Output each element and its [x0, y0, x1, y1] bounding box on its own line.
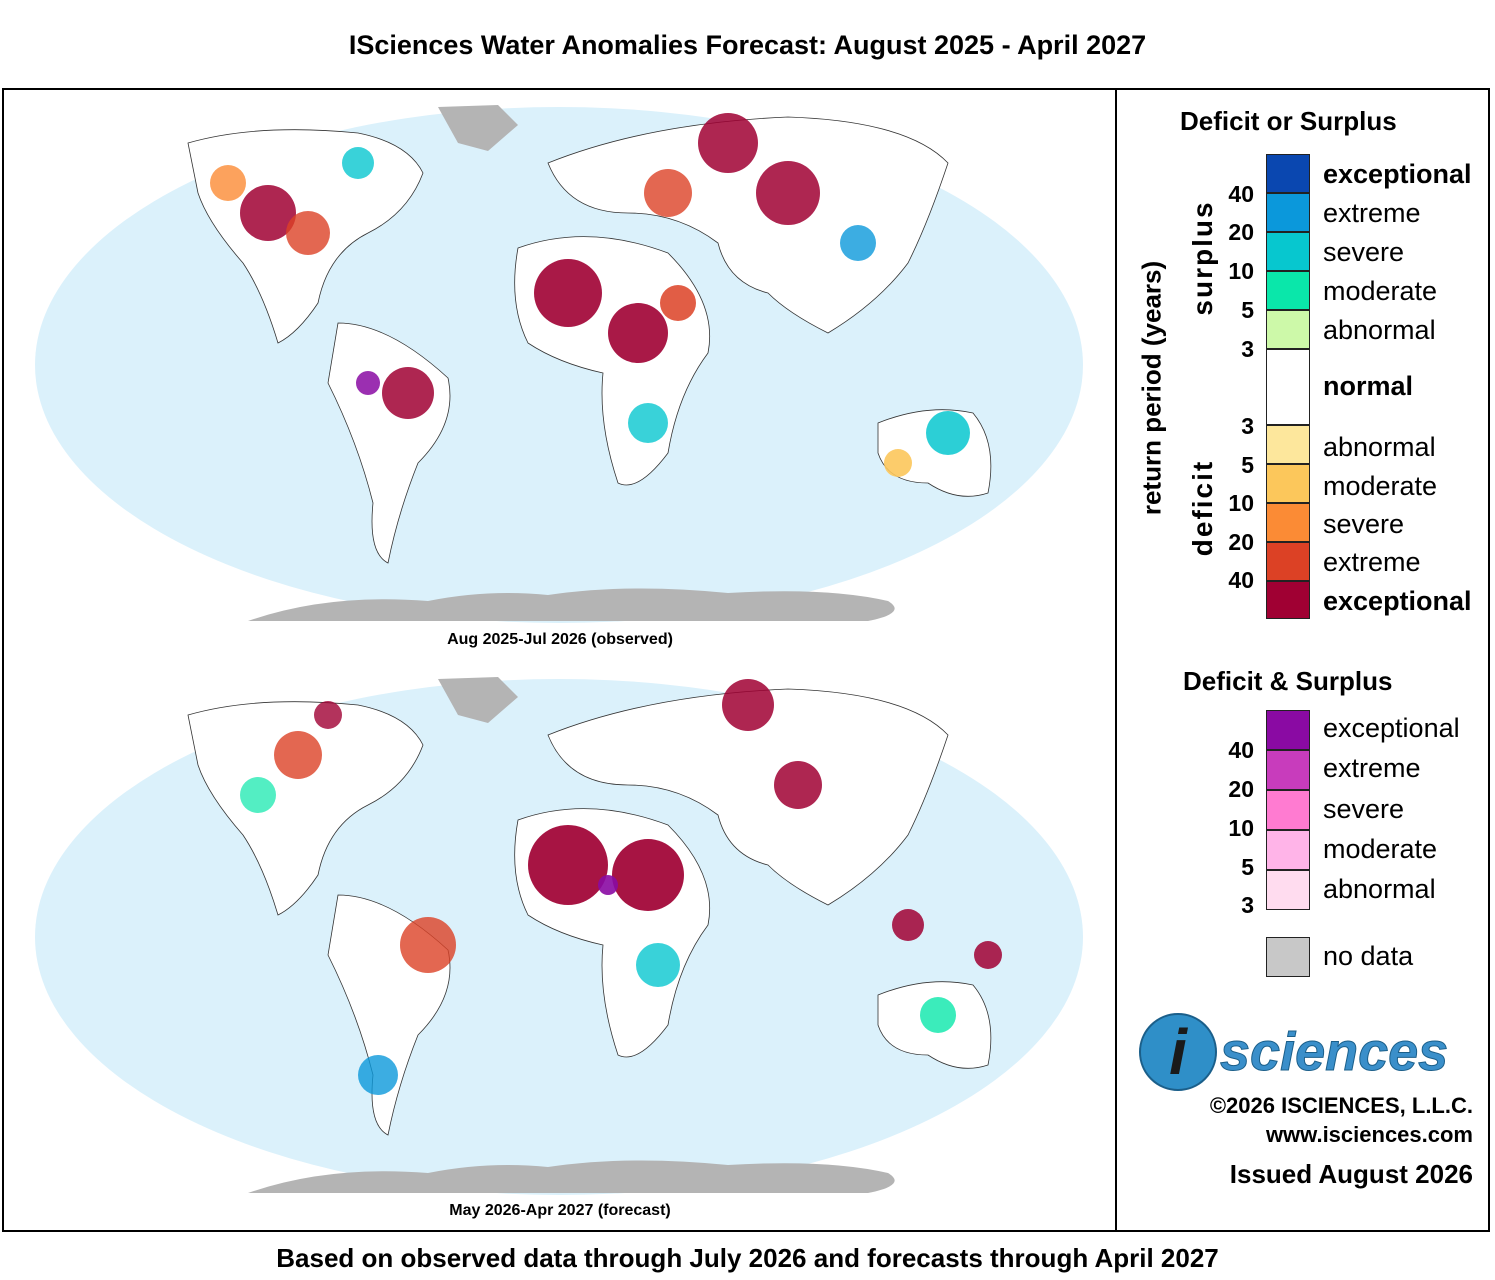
map-observed [35, 105, 1083, 623]
anomaly-patches [210, 113, 970, 477]
swatch-surplus-moderate [1266, 271, 1310, 310]
swatch-normal [1266, 349, 1310, 425]
swatch-deficit-extreme [1266, 542, 1310, 581]
tick-both-5: 5 [1241, 854, 1254, 880]
footer-note: Based on observed data through July 2026… [276, 1243, 1219, 1273]
axis-label-surplus: surplus [1187, 200, 1218, 316]
tick-deficit-5: 5 [1241, 452, 1254, 478]
label-normal: normal [1323, 371, 1414, 401]
axis-title-return-period: return period (years) [1136, 260, 1167, 516]
label-deficit-severe: severe [1323, 509, 1405, 539]
swatch-both-moderate [1266, 830, 1310, 870]
label-both-extreme: extreme [1323, 753, 1421, 783]
legend-title-deficit-or-surplus: Deficit or Surplus [1180, 106, 1397, 136]
tick-surplus-5: 5 [1241, 297, 1254, 323]
tick-surplus-10: 10 [1228, 258, 1254, 284]
swatch-both-abnormal [1266, 870, 1310, 910]
website: www.isciences.com [1265, 1122, 1473, 1147]
label-both-moderate: moderate [1323, 834, 1438, 864]
label-no-data: no data [1323, 941, 1414, 971]
swatch-deficit-exceptional [1266, 581, 1310, 619]
swatch-surplus-severe [1266, 232, 1310, 271]
legend-title-deficit-and-surplus: Deficit & Surplus [1183, 666, 1393, 696]
swatch-both-severe [1266, 790, 1310, 830]
swatch-no-data [1266, 937, 1310, 977]
issued-date: Issued August 2026 [1229, 1159, 1473, 1189]
greenland [438, 105, 518, 151]
logo-text: sciences [1220, 1022, 1448, 1082]
label-surplus-moderate: moderate [1323, 276, 1438, 306]
swatch-surplus-extreme [1266, 193, 1310, 232]
panel-divider [1115, 88, 1117, 1232]
label-surplus-extreme: extreme [1323, 198, 1421, 228]
antarctica [248, 1160, 895, 1193]
label-surplus-exceptional: exceptional [1323, 159, 1472, 189]
tick-deficit-40: 40 [1228, 567, 1254, 593]
page-title: ISciences Water Anomalies Forecast: Augu… [348, 30, 1147, 60]
logo-letter: i [1169, 1016, 1188, 1088]
label-surplus-abnormal: abnormal [1323, 315, 1436, 345]
axis-label-deficit: deficit [1187, 459, 1218, 557]
map-forecast [35, 677, 1083, 1195]
swatch-both-extreme [1266, 750, 1310, 790]
anomaly-patches [240, 679, 1002, 1095]
map-caption-observed: Aug 2025-Jul 2026 (observed) [447, 631, 673, 648]
swatch-deficit-abnormal [1266, 425, 1310, 464]
tick-surplus-20: 20 [1228, 219, 1254, 245]
map-caption-forecast: May 2026-Apr 2027 (forecast) [449, 1202, 671, 1219]
label-deficit-extreme: extreme [1323, 547, 1421, 577]
label-surplus-severe: severe [1323, 237, 1405, 267]
tick-deficit-10: 10 [1228, 490, 1254, 516]
tick-surplus-40: 40 [1228, 181, 1254, 207]
label-deficit-abnormal: abnormal [1323, 432, 1436, 462]
isciences-logo: i sciences [1139, 1013, 1449, 1091]
swatch-deficit-severe [1266, 503, 1310, 542]
label-both-severe: severe [1323, 794, 1405, 824]
antarctica [248, 588, 895, 621]
swatch-surplus-abnormal [1266, 310, 1310, 349]
swatch-deficit-moderate [1266, 464, 1310, 503]
figure-frame [2, 88, 1490, 1232]
tick-both-10: 10 [1228, 815, 1254, 841]
tick-deficit-3: 3 [1241, 413, 1254, 439]
label-deficit-exceptional: exceptional [1323, 586, 1472, 616]
tick-both-3: 3 [1241, 892, 1254, 918]
label-both-abnormal: abnormal [1323, 874, 1436, 904]
logo-circle [1139, 1013, 1217, 1091]
tick-both-20: 20 [1228, 776, 1254, 802]
tick-surplus-3: 3 [1241, 336, 1254, 362]
tick-deficit-20: 20 [1228, 529, 1254, 555]
copyright: ©2026 ISCIENCES, L.L.C. [1209, 1093, 1473, 1118]
swatch-surplus-exceptional [1266, 154, 1310, 193]
label-deficit-moderate: moderate [1323, 471, 1438, 501]
tick-both-40: 40 [1228, 737, 1254, 763]
greenland [438, 677, 518, 723]
label-both-exceptional: exceptional [1323, 713, 1460, 743]
swatch-both-exceptional [1266, 710, 1310, 750]
